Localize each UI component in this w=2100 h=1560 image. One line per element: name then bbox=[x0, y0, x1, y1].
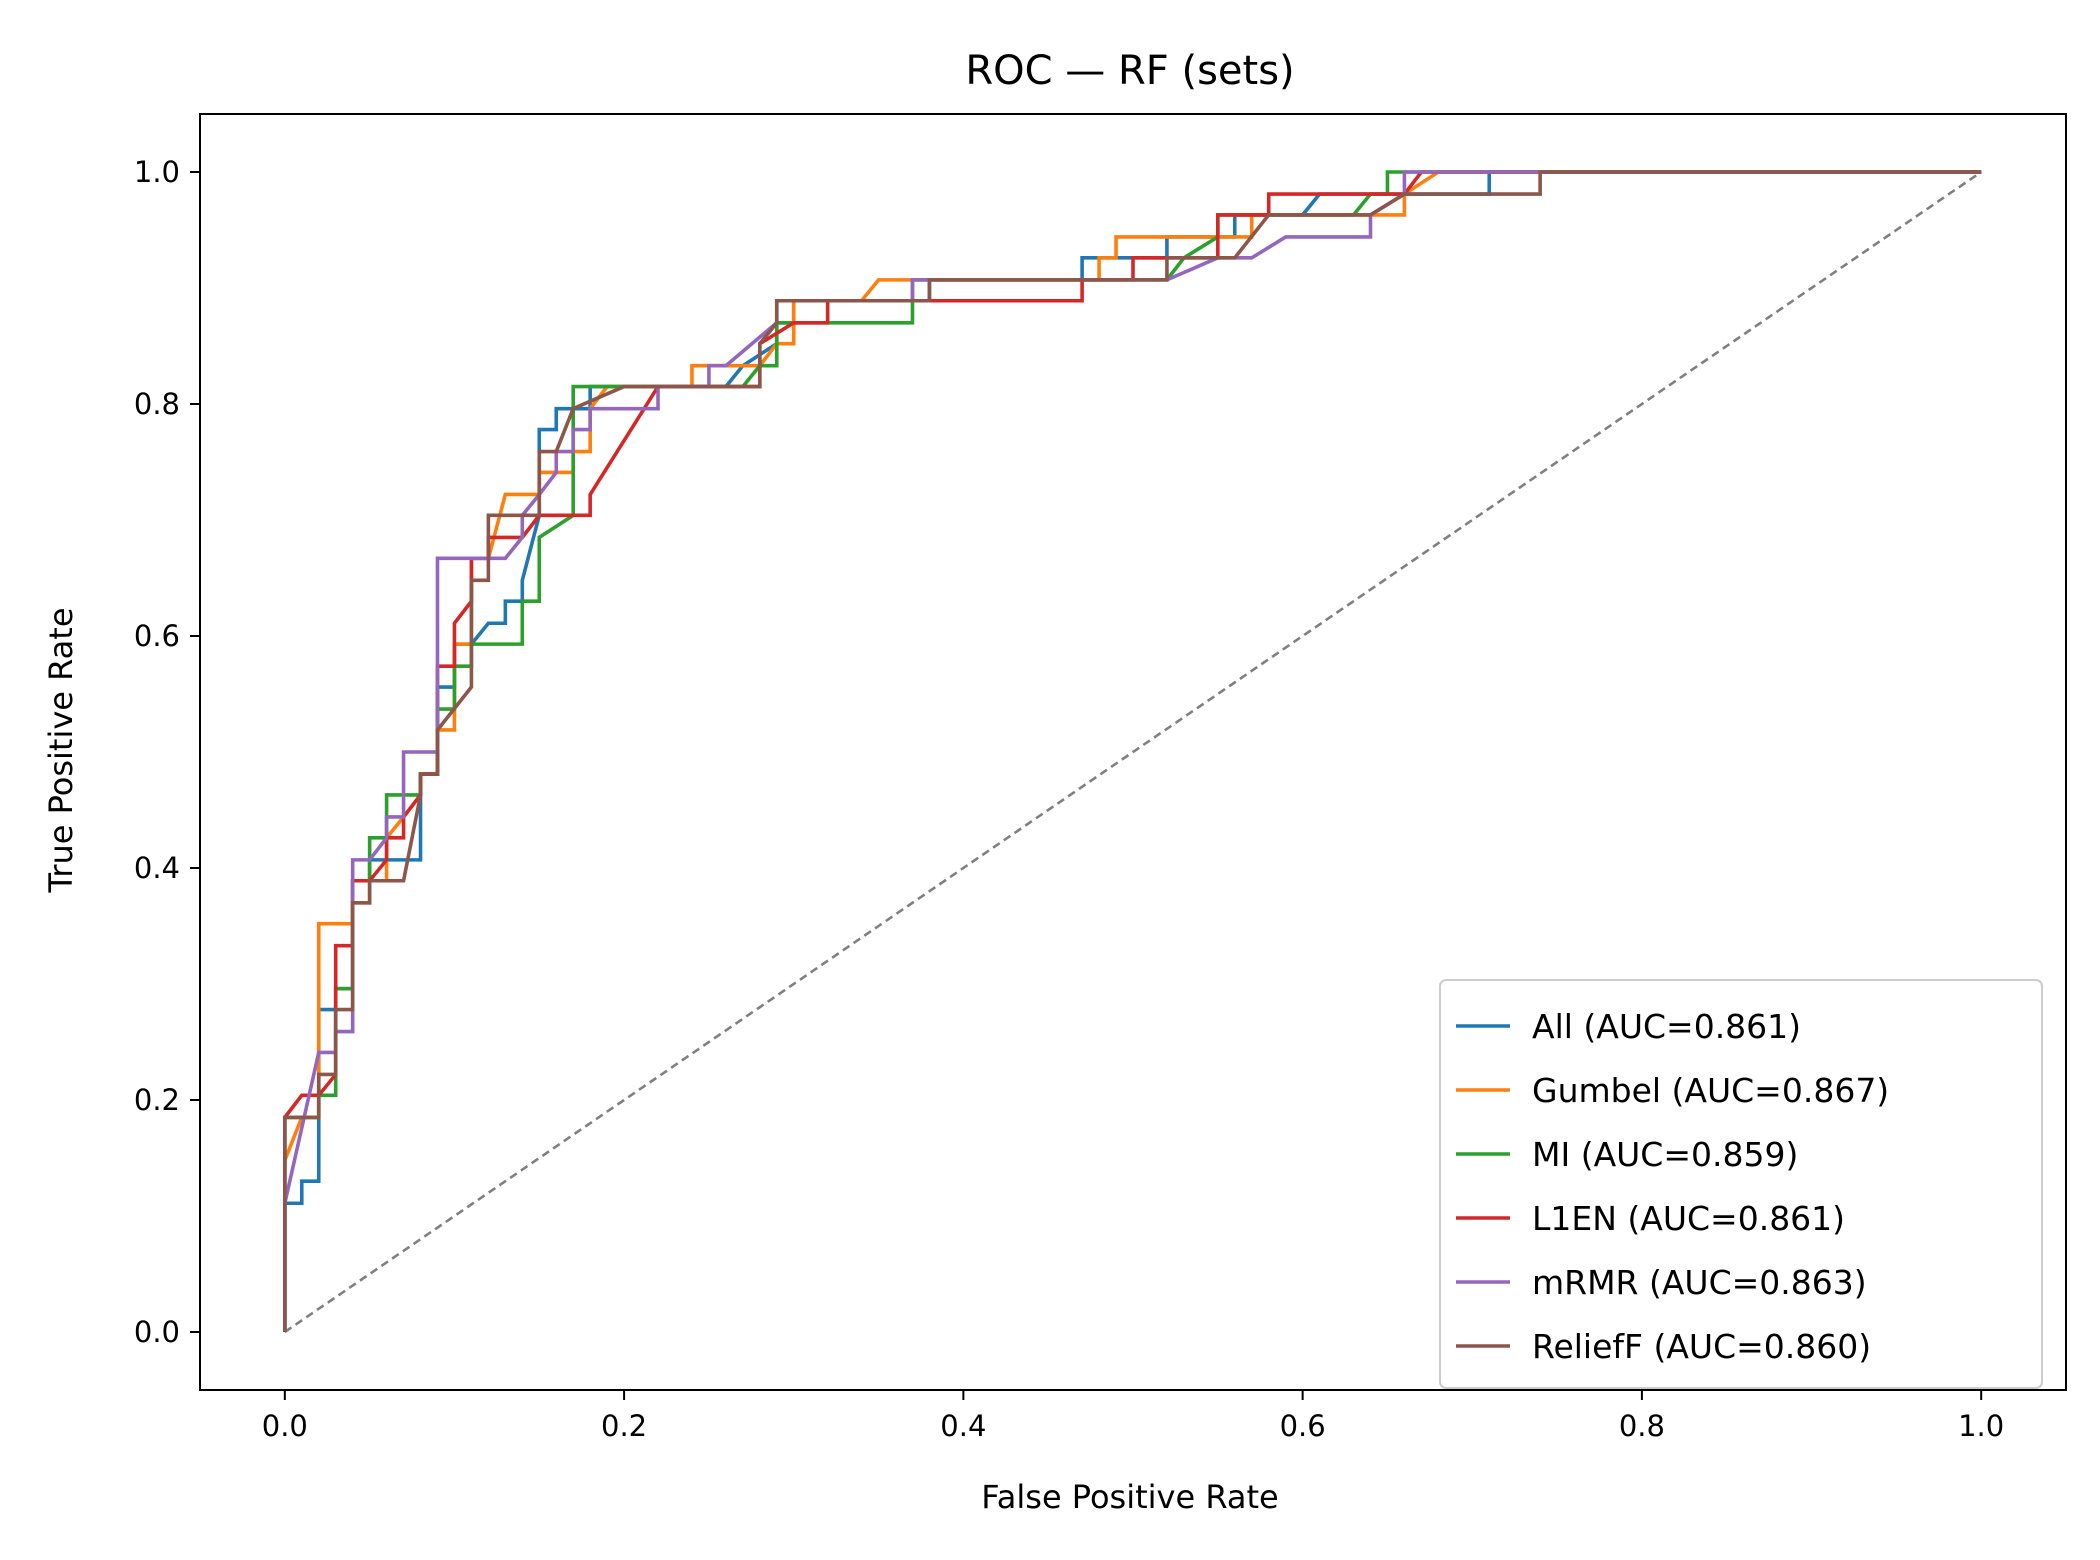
plot-frame bbox=[199, 113, 2067, 1391]
legend-label-1: Gumbel (AUC=0.867) bbox=[1532, 1071, 1889, 1110]
y-tick-label: 0.8 bbox=[134, 387, 180, 421]
y-tick-label: 0.0 bbox=[134, 1315, 180, 1349]
x-tick-label: 0.0 bbox=[262, 1409, 308, 1443]
diagonal-reference-line bbox=[284, 170, 1982, 1334]
y-tick-label: 1.0 bbox=[134, 155, 180, 189]
legend-label-3: L1EN (AUC=0.861) bbox=[1532, 1199, 1845, 1238]
x-tick-label: 1.0 bbox=[1958, 1409, 2004, 1443]
y-tick-label: 0.2 bbox=[134, 1083, 180, 1117]
axis-ticks: 0.0 0.2 0.4 0.6 0.8 1.0 0.0 0.2 0.4 0.6 0.8 1.0 bbox=[134, 155, 2004, 1443]
y-tick-label: 0.4 bbox=[134, 851, 180, 885]
legend-label-0: All (AUC=0.861) bbox=[1532, 1007, 1801, 1046]
x-tick-label: 0.4 bbox=[940, 1409, 986, 1443]
legend-label-4: mRMR (AUC=0.863) bbox=[1532, 1263, 1867, 1302]
legend-label-5: ReliefF (AUC=0.860) bbox=[1532, 1327, 1871, 1366]
legend: All (AUC=0.861) Gumbel (AUC=0.867) MI (AUC… bbox=[1439, 979, 2043, 1389]
x-axis-label: False Positive Rate bbox=[981, 1478, 1278, 1516]
x-tick-label: 0.6 bbox=[1280, 1409, 1326, 1443]
legend-box bbox=[1439, 979, 2043, 1389]
x-tick-label: 0.2 bbox=[601, 1409, 647, 1443]
legend-label-2: MI (AUC=0.859) bbox=[1532, 1135, 1798, 1174]
y-tick-label: 0.6 bbox=[134, 619, 180, 653]
chart-title: ROC — RF (sets) bbox=[965, 48, 1294, 94]
plot-area bbox=[199, 113, 2067, 1391]
y-axis-label: True Positive Rate bbox=[42, 607, 80, 893]
x-tick-label: 0.8 bbox=[1619, 1409, 1665, 1443]
series-line-5 bbox=[283, 170, 1982, 1332]
